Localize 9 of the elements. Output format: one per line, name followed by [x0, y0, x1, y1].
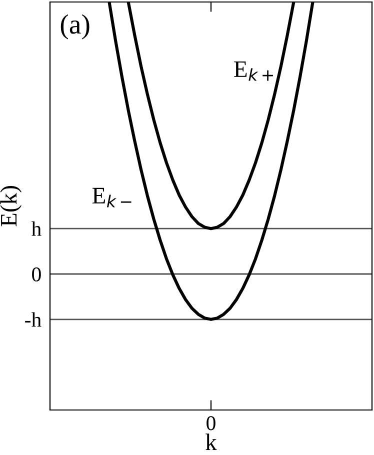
text: 0: [206, 416, 216, 430]
ref-line-label: 0: [32, 267, 41, 282]
ref-line-label: -h: [25, 312, 42, 327]
text: (a): [60, 14, 90, 40]
y-axis-title: E(k): [0, 186, 22, 226]
ref-line-label: h: [31, 221, 42, 236]
series-label: E$_{k−}$: [92, 188, 132, 208]
x-axis-title: k: [206, 434, 217, 450]
series-label: E$_{k+}$: [234, 61, 273, 81]
